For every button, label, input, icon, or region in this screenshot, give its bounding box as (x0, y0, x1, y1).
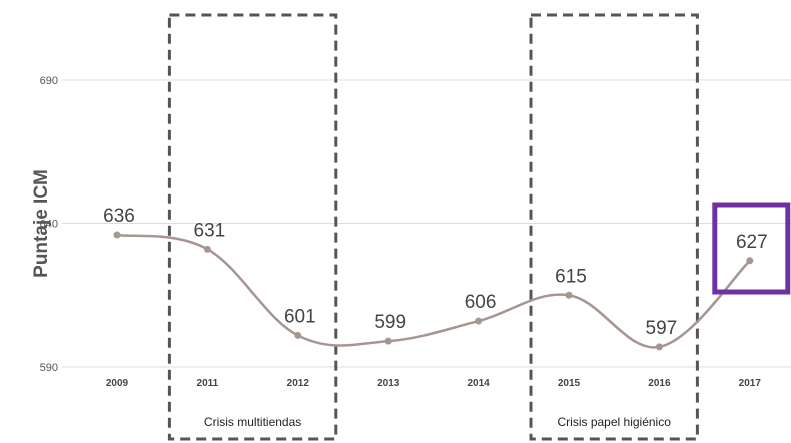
data-label: 599 (374, 312, 406, 333)
annotation-box (529, 13, 699, 441)
x-tick-label: 2014 (467, 378, 490, 389)
x-tick-label: 2015 (558, 378, 581, 389)
data-point (655, 343, 663, 351)
x-tick-label: 2009 (106, 378, 129, 389)
y-tick-label: 640 (40, 219, 58, 231)
x-tick-label: 2016 (648, 378, 671, 389)
data-label: 606 (465, 292, 497, 313)
data-label: 627 (736, 232, 768, 253)
data-point (475, 317, 483, 325)
y-axis-label: Puntaje ICM (31, 169, 52, 278)
data-point (746, 257, 754, 265)
x-tick-label: 2013 (377, 378, 400, 389)
data-point (113, 231, 121, 239)
data-labels: 636 631 601 599 606 615 597 627 (103, 206, 768, 339)
data-label: 631 (194, 220, 226, 241)
data-point (565, 291, 573, 299)
y-axis-ticks: 690 640 590 (40, 75, 58, 374)
data-point (294, 331, 302, 339)
y-tick-label: 590 (40, 362, 58, 374)
data-label: 597 (646, 318, 678, 339)
data-label: 636 (103, 206, 135, 227)
x-tick-label: 2011 (197, 378, 219, 389)
annotation-boxes: Crisis multitiendas Crisis papel higiénic… (167, 13, 699, 441)
x-tick-label: 2017 (739, 378, 762, 389)
annotation-label: Crisis multitiendas (204, 415, 301, 429)
x-tick-label: 2012 (287, 378, 310, 389)
data-label: 601 (284, 306, 316, 327)
data-point (203, 245, 211, 253)
annotation-label: Crisis papel higiénico (558, 415, 672, 429)
data-points (113, 231, 754, 351)
data-point (384, 337, 392, 345)
data-label: 615 (555, 266, 587, 287)
gridlines (62, 79, 791, 368)
x-axis-ticks: 2009 2011 2012 2013 2014 2015 2016 2017 (106, 378, 761, 389)
y-tick-label: 690 (40, 75, 58, 87)
annotation-box (167, 13, 338, 441)
highlight-box-2017 (712, 202, 791, 295)
